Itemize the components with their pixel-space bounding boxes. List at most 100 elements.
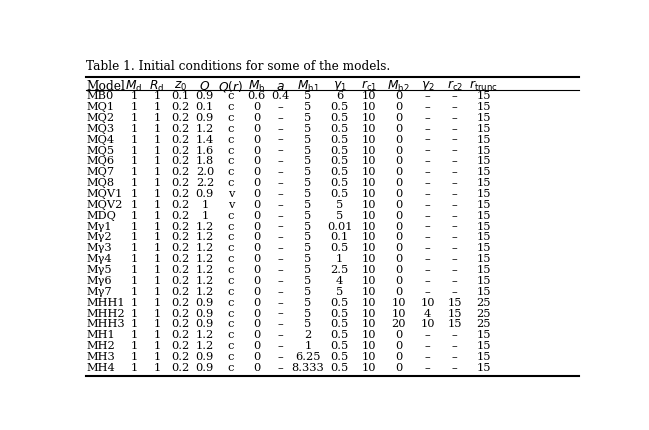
Text: –: – — [425, 265, 430, 275]
Text: –: – — [278, 113, 284, 123]
Text: –: – — [425, 200, 430, 210]
Text: –: – — [278, 221, 284, 232]
Text: 0: 0 — [253, 221, 260, 232]
Text: 5: 5 — [304, 113, 312, 123]
Text: Mγ2: Mγ2 — [86, 233, 112, 243]
Text: 0: 0 — [395, 189, 402, 199]
Text: 15: 15 — [476, 157, 491, 166]
Text: 0.1: 0.1 — [330, 233, 349, 243]
Text: 10: 10 — [421, 298, 435, 308]
Text: $a$: $a$ — [276, 80, 285, 93]
Text: 1.4: 1.4 — [196, 135, 214, 144]
Text: 5: 5 — [304, 309, 312, 319]
Text: 4: 4 — [336, 276, 343, 286]
Text: 10: 10 — [362, 178, 376, 188]
Text: c: c — [228, 167, 234, 177]
Text: 15: 15 — [476, 113, 491, 123]
Text: 0.9: 0.9 — [196, 113, 214, 123]
Text: MQ2: MQ2 — [86, 113, 114, 123]
Text: c: c — [228, 221, 234, 232]
Text: $M_{\rm h1}$: $M_{\rm h1}$ — [297, 79, 319, 94]
Text: 8.333: 8.333 — [291, 363, 324, 373]
Text: 0: 0 — [253, 309, 260, 319]
Text: 0: 0 — [253, 243, 260, 253]
Text: 2.2: 2.2 — [196, 178, 214, 188]
Text: MHH2: MHH2 — [86, 309, 125, 319]
Text: 0: 0 — [253, 330, 260, 340]
Text: 5: 5 — [304, 145, 312, 156]
Text: 0.5: 0.5 — [330, 330, 349, 340]
Text: MQ6: MQ6 — [86, 157, 114, 166]
Text: 1: 1 — [130, 221, 138, 232]
Text: c: c — [228, 243, 234, 253]
Text: –: – — [452, 167, 458, 177]
Text: c: c — [228, 178, 234, 188]
Text: 1.2: 1.2 — [196, 330, 214, 340]
Text: 15: 15 — [448, 309, 462, 319]
Text: Mγ5: Mγ5 — [86, 265, 112, 275]
Text: 0: 0 — [395, 124, 402, 134]
Text: 5: 5 — [304, 189, 312, 199]
Text: –: – — [425, 287, 430, 297]
Text: 0.2: 0.2 — [171, 243, 190, 253]
Text: –: – — [278, 178, 284, 188]
Text: 0.2: 0.2 — [171, 113, 190, 123]
Text: 0.2: 0.2 — [171, 276, 190, 286]
Text: 0.5: 0.5 — [330, 298, 349, 308]
Text: 0.2: 0.2 — [171, 287, 190, 297]
Text: –: – — [452, 145, 458, 156]
Text: 2.5: 2.5 — [330, 265, 349, 275]
Text: –: – — [452, 265, 458, 275]
Text: 0.2: 0.2 — [171, 298, 190, 308]
Text: 15: 15 — [476, 124, 491, 134]
Text: c: c — [228, 265, 234, 275]
Text: –: – — [278, 309, 284, 319]
Text: –: – — [278, 298, 284, 308]
Text: –: – — [425, 363, 430, 373]
Text: 1: 1 — [130, 167, 138, 177]
Text: 10: 10 — [362, 124, 376, 134]
Text: 10: 10 — [362, 243, 376, 253]
Text: 1: 1 — [130, 254, 138, 264]
Text: 10: 10 — [362, 233, 376, 243]
Text: 0: 0 — [253, 113, 260, 123]
Text: MH4: MH4 — [86, 363, 115, 373]
Text: 5: 5 — [304, 102, 312, 112]
Text: 5: 5 — [304, 319, 312, 329]
Text: 1: 1 — [153, 298, 161, 308]
Text: 0: 0 — [253, 157, 260, 166]
Text: c: c — [228, 363, 234, 373]
Text: 5: 5 — [304, 276, 312, 286]
Text: 0.5: 0.5 — [330, 189, 349, 199]
Text: –: – — [278, 287, 284, 297]
Text: 0: 0 — [253, 265, 260, 275]
Text: 0.5: 0.5 — [330, 135, 349, 144]
Text: –: – — [452, 211, 458, 221]
Text: –: – — [452, 91, 458, 101]
Text: 1: 1 — [130, 157, 138, 166]
Text: c: c — [228, 276, 234, 286]
Text: –: – — [278, 189, 284, 199]
Text: 0: 0 — [395, 113, 402, 123]
Text: 20: 20 — [391, 319, 406, 329]
Text: 0: 0 — [395, 330, 402, 340]
Text: 0.1: 0.1 — [171, 91, 190, 101]
Text: MHH3: MHH3 — [86, 319, 125, 329]
Text: 0.2: 0.2 — [171, 145, 190, 156]
Text: 15: 15 — [476, 221, 491, 232]
Text: 10: 10 — [362, 102, 376, 112]
Text: 0: 0 — [253, 287, 260, 297]
Text: $M_{\rm d}$: $M_{\rm d}$ — [125, 79, 143, 94]
Text: 2.0: 2.0 — [196, 167, 214, 177]
Text: 15: 15 — [476, 189, 491, 199]
Text: 10: 10 — [362, 298, 376, 308]
Text: 0.2: 0.2 — [171, 211, 190, 221]
Text: 0.6: 0.6 — [247, 91, 266, 101]
Text: –: – — [425, 352, 430, 362]
Text: 0.5: 0.5 — [330, 113, 349, 123]
Text: 1.2: 1.2 — [196, 233, 214, 243]
Text: 1: 1 — [130, 233, 138, 243]
Text: MQV2: MQV2 — [86, 200, 123, 210]
Text: 10: 10 — [362, 352, 376, 362]
Text: 0.2: 0.2 — [171, 309, 190, 319]
